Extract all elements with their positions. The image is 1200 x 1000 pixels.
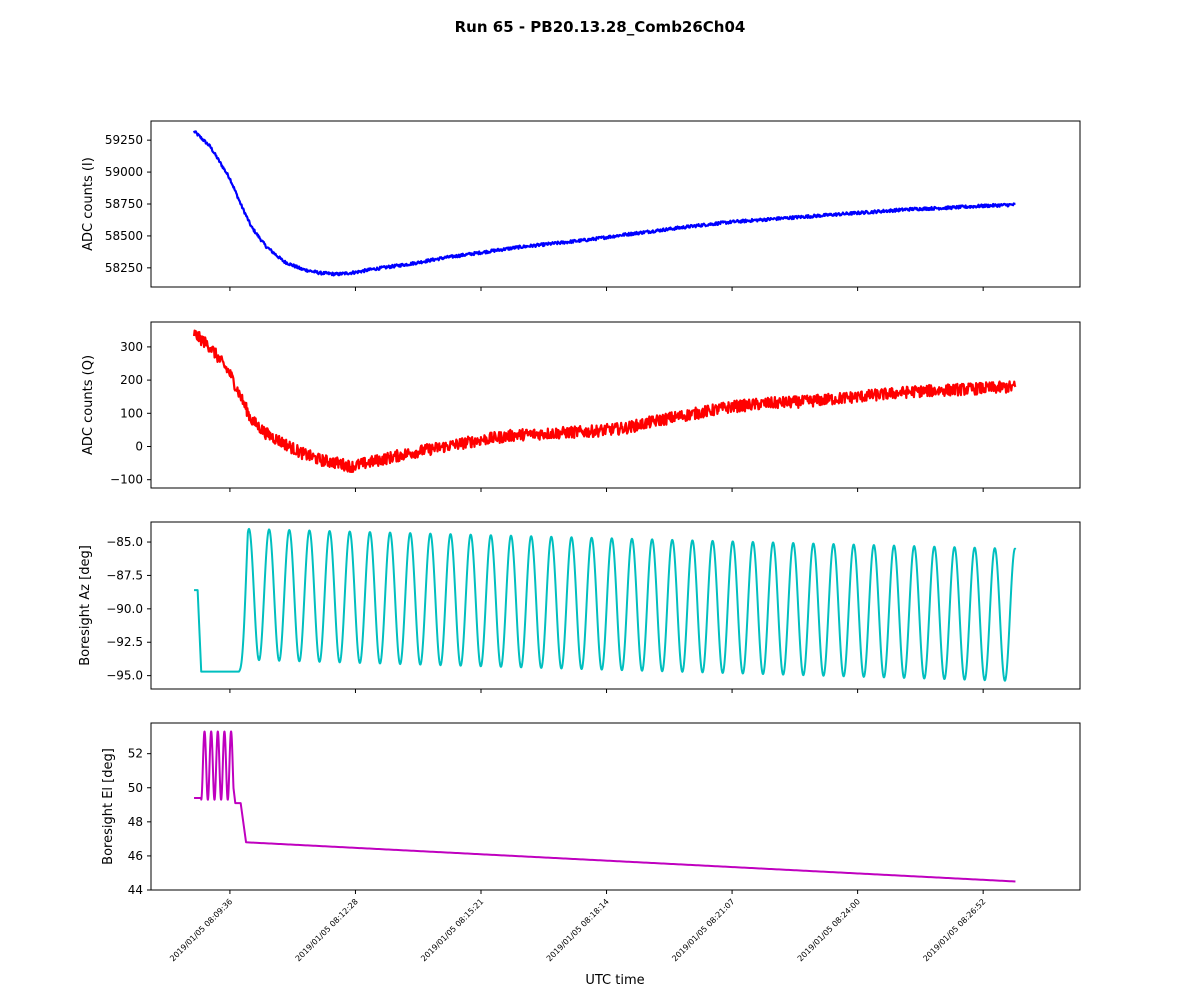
y-axis-label: Boresight Az [deg] xyxy=(78,545,93,666)
x-tick-label: 2019/01/05 08:26:52 xyxy=(921,897,987,963)
y-tick-label: 46 xyxy=(128,849,143,863)
y-tick-label: 58500 xyxy=(105,229,143,243)
plot-frame xyxy=(150,722,1081,891)
x-tick-label: 2019/01/05 08:24:00 xyxy=(796,897,862,963)
y-tick-label: 0 xyxy=(135,440,143,454)
plot-frame xyxy=(150,120,1081,288)
x-tick-label: 2019/01/05 08:15:21 xyxy=(419,897,485,963)
y-tick-label: 200 xyxy=(120,373,143,387)
elevation-plot: 44 46 48 50 52 Boresight El [deg] xyxy=(101,722,1081,897)
y-tick-label: 48 xyxy=(128,815,143,829)
y-tick-label: 100 xyxy=(120,406,143,420)
subplots: 58250 58500 58750 59000 59250 ADC counts (I) −… xyxy=(78,120,1081,897)
x-tick-label: 2019/01/05 08:21:07 xyxy=(670,897,736,963)
x-tick-label: 2019/01/05 08:09:36 xyxy=(168,897,234,963)
i-adc-plot: 58250 58500 58750 59000 59250 ADC counts (I) xyxy=(81,120,1081,291)
y-tick-label: −100 xyxy=(110,473,143,487)
plot-frame xyxy=(150,321,1081,489)
y-tick-label: −92.5 xyxy=(106,635,143,649)
y-tick-label: −90.0 xyxy=(106,602,143,616)
y-tick-label: 59250 xyxy=(105,133,143,147)
azimuth-plot: −95.0 −92.5 −90.0 −87.5 −85.0 Boresight Az [d… xyxy=(78,521,1081,693)
y-tick-label: 50 xyxy=(128,781,143,795)
series-line xyxy=(194,730,1016,883)
y-tick-label: 300 xyxy=(120,340,143,354)
series-line xyxy=(193,130,1016,277)
y-axis-label: ADC counts (Q) xyxy=(81,355,96,455)
y-tick-label: 52 xyxy=(128,747,143,761)
y-tick-label: −95.0 xyxy=(106,669,143,683)
y-tick-label: −85.0 xyxy=(106,535,143,549)
y-axis-label: Boresight El [deg] xyxy=(101,748,116,865)
x-axis-label: UTC time xyxy=(585,973,644,988)
plot-frame xyxy=(150,521,1081,690)
figure-title: Run 65 - PB20.13.28_Comb26Ch04 xyxy=(455,18,746,36)
x-axis-ticks: 2019/01/05 08:09:36 2019/01/05 08:12:28 20… xyxy=(168,897,987,963)
y-tick-label: 58750 xyxy=(105,197,143,211)
series-line xyxy=(194,527,1017,682)
y-tick-label: −87.5 xyxy=(106,568,143,582)
y-tick-label: 58250 xyxy=(105,261,143,275)
q-adc-plot: −100 0 100 200 300 ADC counts (Q) xyxy=(81,321,1081,492)
series-line xyxy=(192,329,1017,474)
x-tick-label: 2019/01/05 08:18:14 xyxy=(545,897,611,963)
x-tick-label: 2019/01/05 08:12:28 xyxy=(294,897,360,963)
y-tick-label: 44 xyxy=(128,883,143,897)
y-tick-label: 59000 xyxy=(105,165,143,179)
y-axis-label: ADC counts (I) xyxy=(81,157,96,251)
